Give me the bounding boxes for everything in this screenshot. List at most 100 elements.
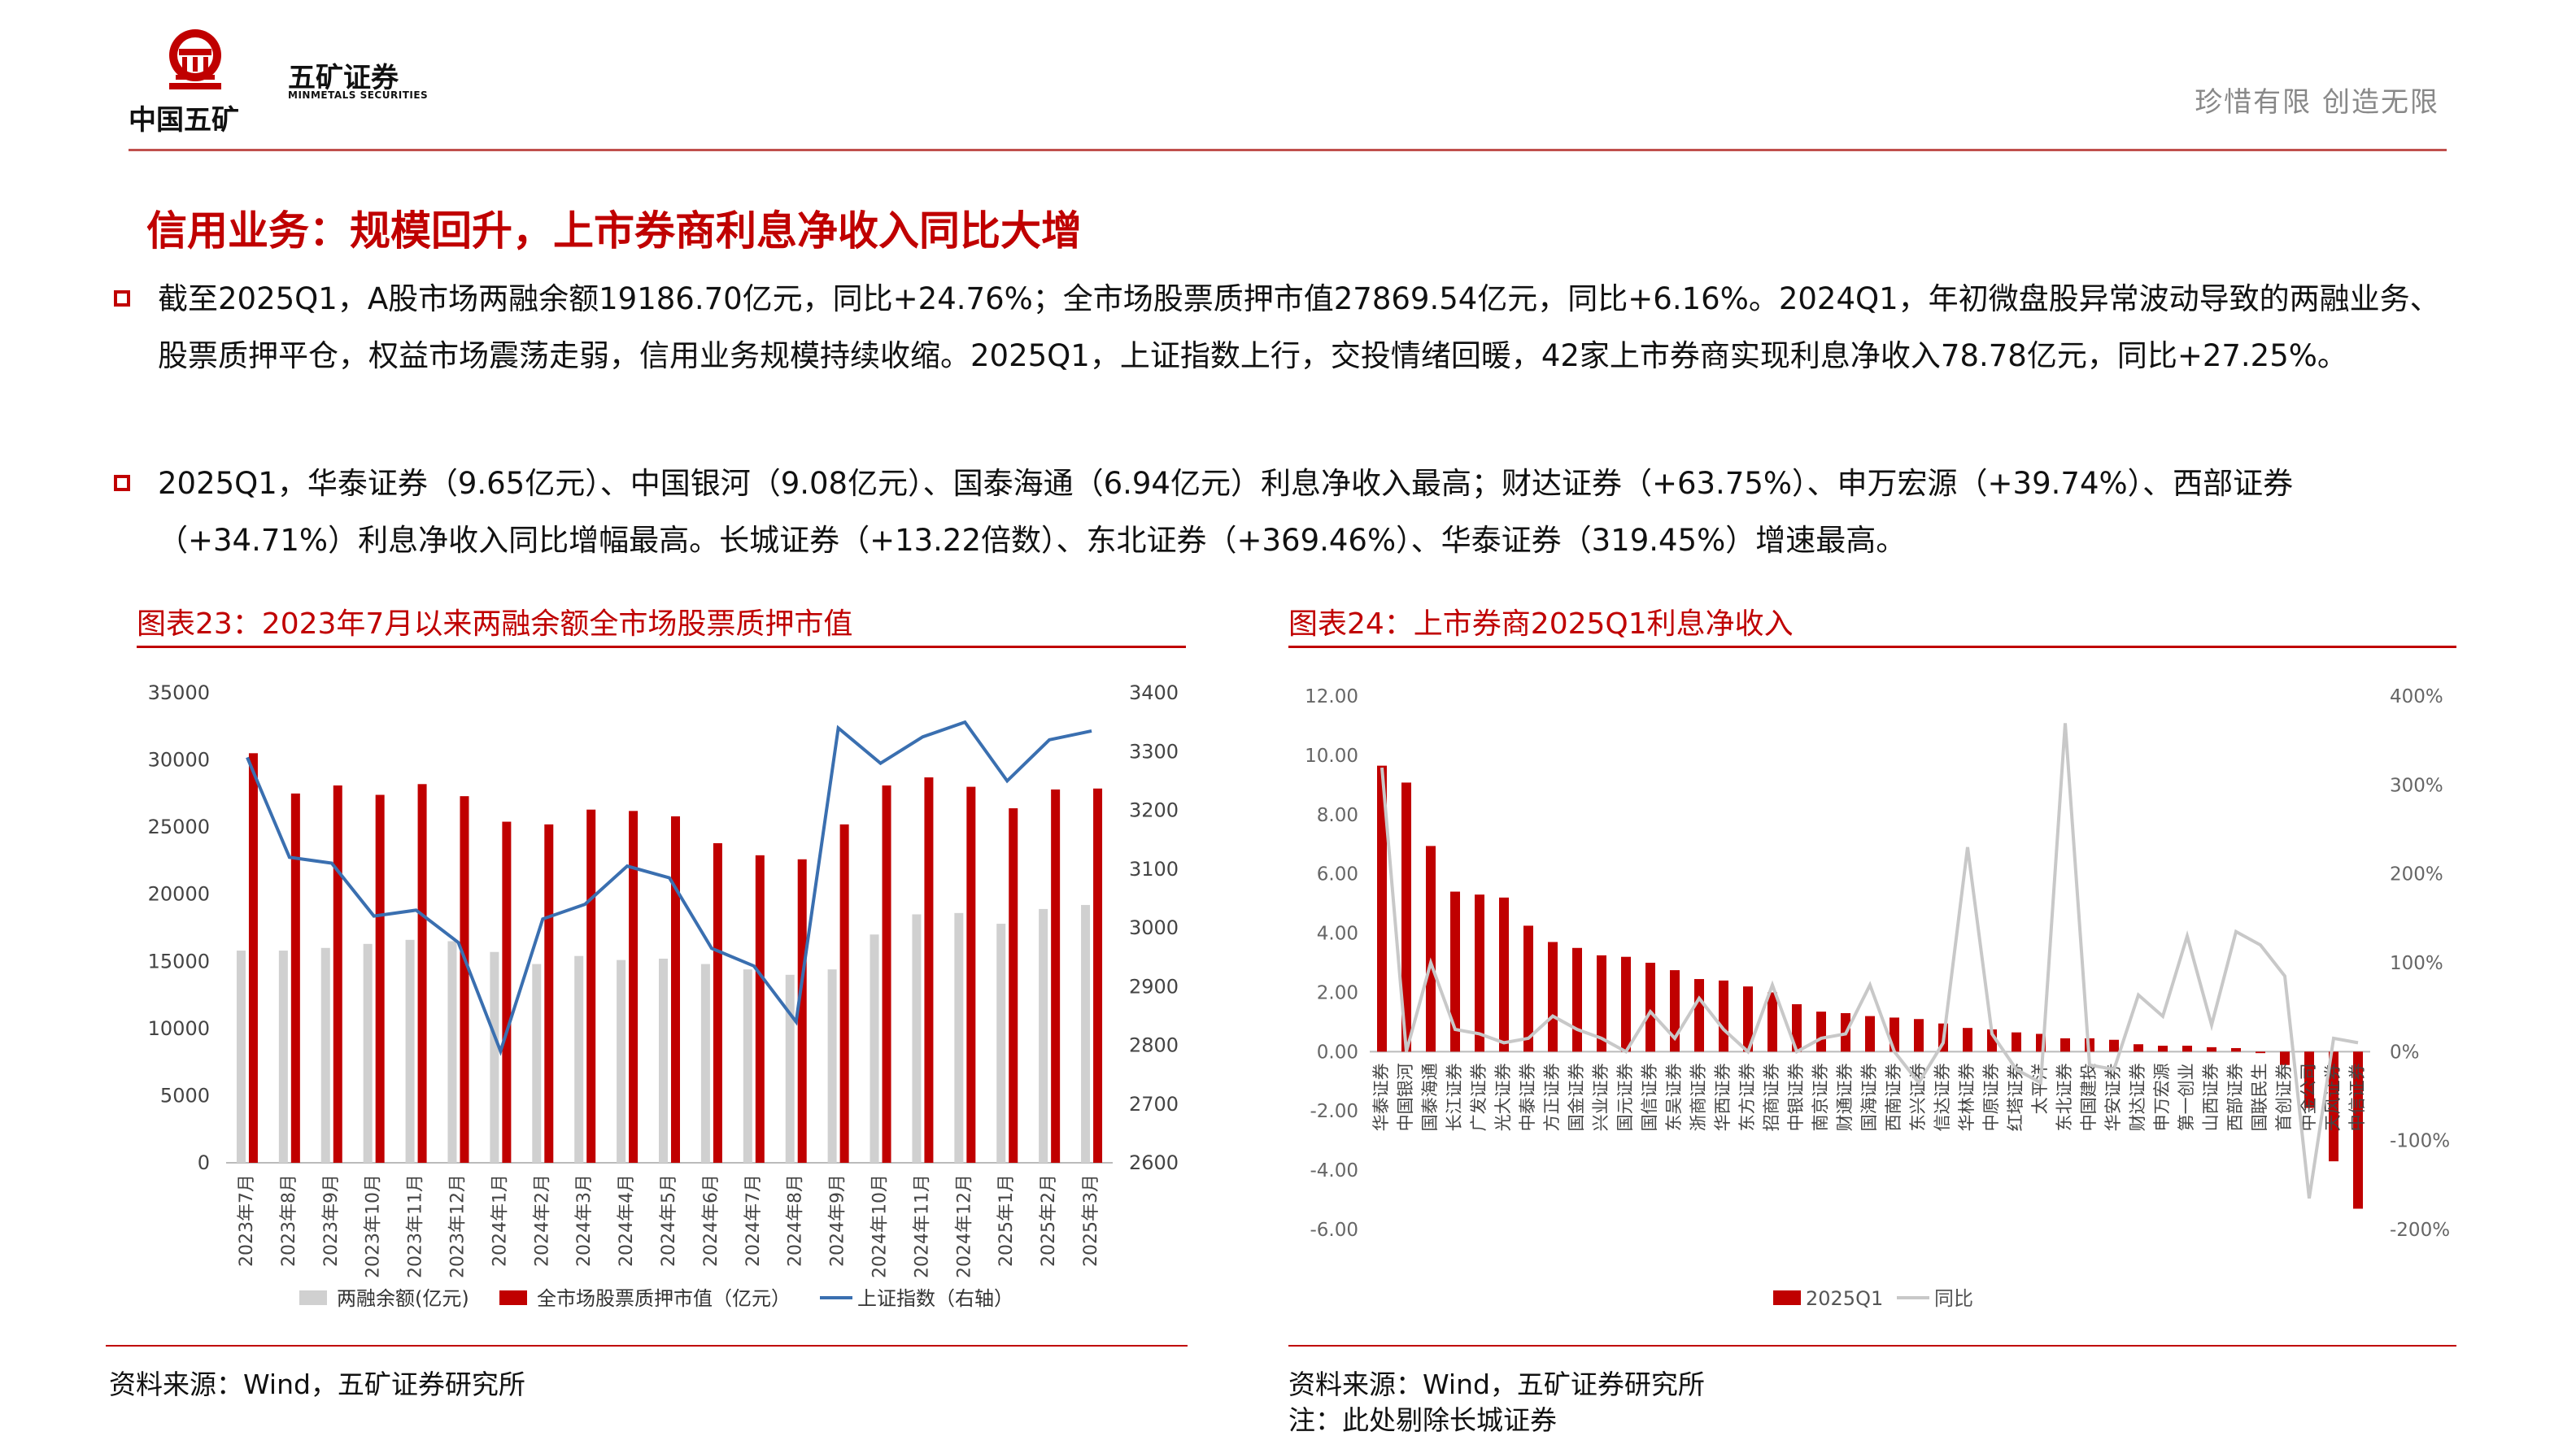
x-tick-label: 2023年10月 [364,1174,384,1278]
net-interest-bar [1548,942,1558,1052]
x-tick-label: 2025年3月 [1081,1174,1101,1267]
net-interest-bar [1621,956,1631,1052]
net-interest-bar [1597,955,1606,1052]
pledge-value-bar [248,753,258,1163]
x-tick-label: 国元证券 [1615,1063,1635,1131]
net-interest-bar [1865,1016,1875,1052]
y-left-tick-label: -6.00 [1310,1220,1358,1241]
x-tick-label: 财通证券 [1835,1063,1855,1131]
chart24-svg: 12.00 10.00 8.00 6.00 4.00 2.00 0.00 -2.00 -4.00… [1305,686,2450,1310]
net-interest-bar [2182,1046,2192,1052]
bullet-item: 截至2025Q1，A股市场两融余额19186.70亿元，同比+24.76%；全市… [114,271,2440,385]
margin-balance-bar [743,969,752,1163]
margin-balance-bar [363,943,373,1163]
x-tick-label: 红塔证券 [2006,1063,2025,1131]
y-right-tick-label: 3400 [1129,681,1179,704]
x-tick-label: 2024年3月 [574,1174,595,1267]
pledge-value-bar [755,855,765,1163]
minmetals-emblem-icon [169,29,221,89]
bullet-item: 2025Q1，华泰证券（9.65亿元）、中国银河（9.08亿元）、国泰海通（6.… [114,455,2440,569]
legend-2025q1-label: 2025Q1 [1806,1287,1883,1310]
net-interest-bar [2329,1051,2338,1162]
y-left-tick-label: 8.00 [1317,805,1358,826]
chart23-title: 图表23：2023年7月以来两融余额全市场股票质押市值 [137,607,853,641]
margin-balance-bar [912,914,922,1163]
x-tick-label: 国联民生 [2250,1063,2269,1131]
net-interest-bar [2207,1046,2216,1052]
x-tick-label: 国海证券 [1859,1063,1879,1131]
margin-balance-bar [278,951,288,1163]
chart23-svg: 35000 30000 25000 20000 15000 10000 5000 0 3400 3… [148,681,1179,1310]
y-right-tick-label: 3200 [1129,799,1179,822]
x-tick-label: 招商证券 [1762,1063,1781,1131]
x-tick-label: 华西证券 [1713,1063,1733,1131]
x-tick-label: 华安证券 [2103,1063,2123,1131]
net-interest-bar [1694,979,1704,1052]
net-interest-bar [1450,891,1460,1052]
net-interest-bar [1499,897,1509,1052]
chart24-note: 注：此处剔除长城证券 [1288,1404,1557,1436]
pledge-value-bar [797,859,807,1163]
legend-yoy-label: 同比 [1934,1287,1973,1310]
net-interest-bar [1377,765,1387,1052]
margin-balance-bar [870,934,879,1163]
legend-sse-index-label: 上证指数（右轴） [857,1287,1013,1310]
brand-cn-text: 五矿证券 [288,62,399,94]
y-right-tick-label: 3000 [1129,916,1179,939]
pledge-value-bar [290,793,300,1163]
x-tick-label: 国泰海通 [1420,1063,1440,1131]
y-left-tick-label: -2.00 [1310,1101,1358,1122]
x-tick-label: 信达证券 [1933,1063,1952,1131]
x-tick-label: 2024年5月 [659,1174,679,1267]
margin-balance-bar [574,955,584,1163]
x-tick-label: 光大证券 [1493,1063,1513,1131]
x-tick-label: 第一创业 [2177,1063,2196,1131]
company-logo: 中国五矿 五矿证券 MINMETALS SECURITIES [129,28,438,137]
sse-index-line [246,720,1092,1056]
x-tick-label: 中原证券 [1981,1063,2001,1131]
net-interest-bar [2158,1046,2168,1052]
chart23-source: 资料来源：Wind，五矿证券研究所 [109,1368,525,1400]
margin-balance-bar [1081,904,1091,1163]
net-interest-bar [2256,1051,2265,1054]
x-tick-label: 西南证券 [1884,1063,1903,1131]
x-tick-label: 首创证券 [2274,1063,2294,1131]
x-tick-label: 长江证券 [1445,1063,1464,1131]
pledge-value-bar [1051,789,1061,1163]
net-interest-bar [1963,1028,1972,1052]
legend-margin-balance-swatch [299,1290,327,1305]
margin-balance-bar [700,964,710,1163]
pledge-value-bar [1093,788,1103,1163]
net-interest-bar [1426,846,1436,1052]
pledge-value-bar [544,824,554,1163]
pledge-value-bar [671,816,680,1163]
x-tick-label: 山西证券 [2201,1063,2221,1131]
chart24-title: 图表24：上市券商2025Q1利息净收入 [1288,607,1794,641]
x-tick-label: 浙商证券 [1689,1063,1708,1131]
y-left-tick-label: 25000 [148,816,210,838]
x-tick-label: 2023年9月 [321,1174,342,1267]
x-tick-label: 2024年2月 [532,1174,552,1267]
x-tick-label: 东方证券 [1737,1063,1757,1131]
pledge-value-bar [586,809,596,1163]
chart24-bottom-rule [1288,1345,2456,1347]
pledge-value-bar [924,777,934,1163]
pledge-value-bar [502,821,512,1163]
margin-balance-bar [1039,908,1048,1163]
x-tick-label: 2024年1月 [490,1174,510,1267]
y-right-tick-label: 400% [2390,686,2443,707]
x-tick-label: 2024年11月 [912,1174,932,1278]
x-tick-label: 2025年2月 [1039,1174,1059,1267]
net-interest-bar [2134,1044,2143,1052]
net-interest-bar [2231,1047,2241,1052]
net-interest-bar [1816,1012,1826,1052]
pledge-value-bar [882,785,891,1163]
y-left-tick-label: 10000 [148,1017,210,1040]
y-right-tick-label: -100% [2390,1131,2450,1152]
pledge-value-bar [1009,808,1018,1163]
chart24-title-rule [1288,646,2456,648]
x-tick-label: 申万宏源 [2152,1063,2172,1131]
margin-balance-bar [405,939,415,1163]
x-tick-label: 2024年12月 [954,1174,974,1278]
bullet-text: 截至2025Q1，A股市场两融余额19186.70亿元，同比+24.76%；全市… [158,281,2440,373]
